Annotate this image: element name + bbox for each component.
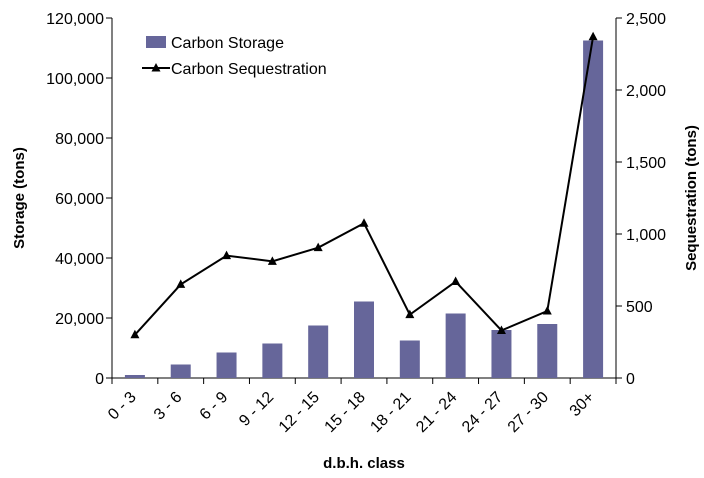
x-tick-label: 3 - 6	[151, 389, 186, 424]
point-carbon-sequestration	[542, 306, 552, 315]
y-tick-label: 100,000	[46, 71, 104, 88]
y-tick-label: 0	[95, 371, 104, 388]
bar-carbon-storage	[399, 340, 420, 378]
y2-axis-title: Sequestration (tons)	[683, 125, 700, 271]
y2-tick-label: 1,000	[626, 227, 666, 244]
bar-carbon-storage	[491, 330, 512, 378]
bars-group	[124, 40, 604, 378]
line-group	[130, 31, 598, 339]
x-tick-label: 15 - 18	[322, 389, 369, 436]
legend: Carbon Storage Carbon Sequestration	[142, 35, 327, 78]
y2-tick-label: 500	[626, 299, 653, 316]
bar-carbon-storage	[445, 313, 466, 378]
legend-label-sequestration: Carbon Sequestration	[171, 61, 327, 78]
bar-carbon-storage	[124, 375, 145, 378]
x-tick-label: 12 - 15	[276, 389, 323, 436]
x-tick-label: 18 - 21	[367, 389, 414, 436]
x-tick-label: 0 - 3	[105, 389, 140, 424]
x-tick-label: 21 - 24	[413, 389, 460, 436]
x-tick-label: 30+	[567, 389, 598, 420]
y2-tick-label: 1,500	[626, 155, 666, 172]
x-tick-label: 6 - 9	[197, 389, 232, 424]
y2-tick-label: 2,000	[626, 83, 666, 100]
bar-carbon-storage	[262, 343, 283, 378]
point-carbon-sequestration	[496, 325, 506, 334]
legend-line-marker	[151, 63, 161, 72]
point-carbon-sequestration	[405, 309, 415, 319]
point-carbon-sequestration	[588, 31, 598, 41]
y-tick-label: 80,000	[55, 131, 104, 148]
bar-carbon-storage	[354, 301, 374, 378]
bar-carbon-storage	[583, 40, 604, 378]
bar-carbon-storage	[170, 364, 191, 378]
bar-carbon-storage	[308, 325, 329, 378]
y2-tick-label: 2,500	[626, 11, 666, 28]
y-tick-label: 20,000	[55, 311, 104, 328]
x-axis-title: d.b.h. class	[323, 455, 405, 472]
y-tick-label: 60,000	[55, 191, 104, 208]
line-carbon-sequestration	[134, 36, 595, 336]
y-tick-label: 40,000	[55, 251, 104, 268]
point-carbon-sequestration	[176, 279, 186, 288]
x-tick-label: 9 - 12	[236, 389, 277, 430]
point-carbon-sequestration	[222, 250, 232, 260]
legend-bar-swatch	[146, 36, 166, 48]
y2-tick-label: 0	[626, 371, 635, 388]
y-tick-label: 120,000	[46, 11, 104, 28]
legend-label-storage: Carbon Storage	[171, 35, 284, 52]
y-axis-title: Storage (tons)	[11, 147, 28, 249]
point-carbon-sequestration	[359, 218, 369, 227]
bar-carbon-storage	[216, 352, 237, 378]
x-tick-label: 24 - 27	[459, 389, 506, 436]
x-tick-label: 27 - 30	[505, 389, 552, 436]
bar-carbon-storage	[537, 324, 558, 378]
point-carbon-sequestration	[130, 329, 140, 339]
point-carbon-sequestration	[267, 256, 277, 265]
point-carbon-sequestration	[313, 242, 323, 252]
point-carbon-sequestration	[451, 276, 461, 286]
